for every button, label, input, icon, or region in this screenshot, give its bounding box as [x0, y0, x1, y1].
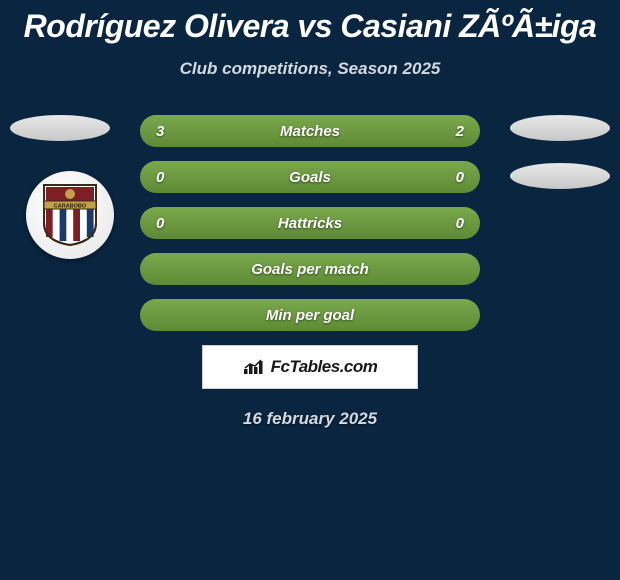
player-right-pill-1	[510, 115, 610, 141]
shield-band-text: CARABOBO	[54, 204, 87, 210]
stat-value-left: 3	[156, 123, 164, 140]
stat-pill: Goals per match	[140, 253, 480, 285]
club-shield-icon: CARABOBO	[42, 183, 98, 247]
barchart-icon	[243, 358, 265, 376]
player-left-pill-1	[10, 115, 110, 141]
stat-value-left: 0	[156, 215, 164, 232]
page-title: Rodríguez Olivera vs Casiani ZÃºÃ±iga	[0, 0, 620, 45]
stat-pill: 3 Matches 2	[140, 115, 480, 147]
stat-label: Goals	[289, 169, 331, 186]
stat-row: Goals per match	[0, 253, 620, 285]
stat-pill: Min per goal	[140, 299, 480, 331]
stat-label: Hattricks	[278, 215, 342, 232]
player-right-pill-2	[510, 163, 610, 189]
snapshot-date: 16 february 2025	[0, 409, 620, 429]
stat-pill: 0 Hattricks 0	[140, 207, 480, 239]
stat-value-right: 2	[456, 123, 464, 140]
stat-label: Min per goal	[156, 307, 464, 324]
stat-value-right: 0	[456, 215, 464, 232]
stat-pill: 0 Goals 0	[140, 161, 480, 193]
stat-label: Goals per match	[156, 261, 464, 278]
subtitle: Club competitions, Season 2025	[0, 59, 620, 79]
source-logo-text: FcTables.com	[271, 357, 378, 377]
player-left-badge: CARABOBO	[26, 171, 114, 259]
stat-value-right: 0	[456, 169, 464, 186]
stat-label: Matches	[280, 123, 340, 140]
stat-value-left: 0	[156, 169, 164, 186]
stat-row: Min per goal	[0, 299, 620, 331]
comparison-content: CARABOBO 3 Matches 2 0 Goals 0 0 Hattricks 0 Goal…	[0, 115, 620, 429]
source-logo: FcTables.com	[202, 345, 418, 389]
